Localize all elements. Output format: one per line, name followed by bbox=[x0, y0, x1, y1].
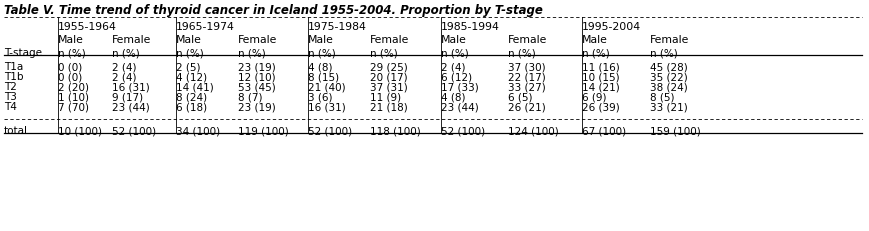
Text: Male: Male bbox=[441, 35, 467, 45]
Text: 124 (100): 124 (100) bbox=[507, 125, 558, 135]
Text: n (%): n (%) bbox=[308, 48, 335, 58]
Text: 26 (39): 26 (39) bbox=[581, 102, 619, 112]
Text: n (%): n (%) bbox=[441, 48, 468, 58]
Text: 119 (100): 119 (100) bbox=[238, 125, 289, 135]
Text: 4 (12): 4 (12) bbox=[176, 72, 207, 82]
Text: T4: T4 bbox=[4, 102, 17, 112]
Text: 2 (4): 2 (4) bbox=[112, 62, 136, 72]
Text: 1985-1994: 1985-1994 bbox=[441, 22, 500, 32]
Text: n (%): n (%) bbox=[58, 48, 86, 58]
Text: 3 (6): 3 (6) bbox=[308, 92, 332, 102]
Text: 16 (31): 16 (31) bbox=[112, 82, 149, 92]
Text: T1b: T1b bbox=[4, 72, 23, 82]
Text: 20 (17): 20 (17) bbox=[369, 72, 408, 82]
Text: 10 (100): 10 (100) bbox=[58, 125, 102, 135]
Text: 1955-1964: 1955-1964 bbox=[58, 22, 116, 32]
Text: 6 (12): 6 (12) bbox=[441, 72, 472, 82]
Text: Female: Female bbox=[507, 35, 547, 45]
Text: Male: Male bbox=[176, 35, 202, 45]
Text: 9 (17): 9 (17) bbox=[112, 92, 143, 102]
Text: 53 (45): 53 (45) bbox=[238, 82, 275, 92]
Text: Female: Female bbox=[238, 35, 277, 45]
Text: 1995-2004: 1995-2004 bbox=[581, 22, 640, 32]
Text: Male: Male bbox=[581, 35, 607, 45]
Text: 2 (5): 2 (5) bbox=[176, 62, 200, 72]
Text: 45 (28): 45 (28) bbox=[649, 62, 687, 72]
Text: T-stage: T-stage bbox=[4, 48, 42, 58]
Text: 23 (44): 23 (44) bbox=[441, 102, 478, 112]
Text: 159 (100): 159 (100) bbox=[649, 125, 700, 135]
Text: 23 (44): 23 (44) bbox=[112, 102, 149, 112]
Text: 4 (8): 4 (8) bbox=[308, 62, 332, 72]
Text: 10 (15): 10 (15) bbox=[581, 72, 619, 82]
Text: Male: Male bbox=[58, 35, 83, 45]
Text: T2: T2 bbox=[4, 82, 17, 92]
Text: 0 (0): 0 (0) bbox=[58, 62, 83, 72]
Text: 2 (4): 2 (4) bbox=[112, 72, 136, 82]
Text: 2 (4): 2 (4) bbox=[441, 62, 465, 72]
Text: 37 (30): 37 (30) bbox=[507, 62, 545, 72]
Text: 34 (100): 34 (100) bbox=[176, 125, 220, 135]
Text: 8 (7): 8 (7) bbox=[238, 92, 262, 102]
Text: n (%): n (%) bbox=[507, 48, 535, 58]
Text: 17 (33): 17 (33) bbox=[441, 82, 478, 92]
Text: Table V. Time trend of thyroid cancer in Iceland 1955-2004. Proportion by T-stag: Table V. Time trend of thyroid cancer in… bbox=[4, 4, 542, 17]
Text: 21 (40): 21 (40) bbox=[308, 82, 345, 92]
Text: 33 (21): 33 (21) bbox=[649, 102, 687, 112]
Text: Female: Female bbox=[649, 35, 688, 45]
Text: 52 (100): 52 (100) bbox=[441, 125, 485, 135]
Text: n (%): n (%) bbox=[112, 48, 140, 58]
Text: 52 (100): 52 (100) bbox=[112, 125, 156, 135]
Text: 11 (9): 11 (9) bbox=[369, 92, 401, 102]
Text: 6 (5): 6 (5) bbox=[507, 92, 532, 102]
Text: 1965-1974: 1965-1974 bbox=[176, 22, 235, 32]
Text: 6 (9): 6 (9) bbox=[581, 92, 606, 102]
Text: 4 (8): 4 (8) bbox=[441, 92, 465, 102]
Text: 0 (0): 0 (0) bbox=[58, 72, 83, 82]
Text: 21 (18): 21 (18) bbox=[369, 102, 408, 112]
Text: 26 (21): 26 (21) bbox=[507, 102, 545, 112]
Text: 11 (16): 11 (16) bbox=[581, 62, 619, 72]
Text: 16 (31): 16 (31) bbox=[308, 102, 345, 112]
Text: 14 (41): 14 (41) bbox=[176, 82, 214, 92]
Text: 67 (100): 67 (100) bbox=[581, 125, 626, 135]
Text: 2 (20): 2 (20) bbox=[58, 82, 89, 92]
Text: 118 (100): 118 (100) bbox=[369, 125, 421, 135]
Text: 52 (100): 52 (100) bbox=[308, 125, 352, 135]
Text: 33 (27): 33 (27) bbox=[507, 82, 545, 92]
Text: 8 (24): 8 (24) bbox=[176, 92, 207, 102]
Text: n (%): n (%) bbox=[649, 48, 677, 58]
Text: 29 (25): 29 (25) bbox=[369, 62, 408, 72]
Text: 22 (17): 22 (17) bbox=[507, 72, 545, 82]
Text: total: total bbox=[4, 125, 28, 135]
Text: 37 (31): 37 (31) bbox=[369, 82, 408, 92]
Text: n (%): n (%) bbox=[581, 48, 609, 58]
Text: 38 (24): 38 (24) bbox=[649, 82, 687, 92]
Text: Male: Male bbox=[308, 35, 334, 45]
Text: n (%): n (%) bbox=[369, 48, 397, 58]
Text: 8 (5): 8 (5) bbox=[649, 92, 673, 102]
Text: 35 (22): 35 (22) bbox=[649, 72, 687, 82]
Text: Female: Female bbox=[369, 35, 409, 45]
Text: Female: Female bbox=[112, 35, 151, 45]
Text: 1 (10): 1 (10) bbox=[58, 92, 89, 102]
Text: 23 (19): 23 (19) bbox=[238, 102, 275, 112]
Text: 23 (19): 23 (19) bbox=[238, 62, 275, 72]
Text: 1975-1984: 1975-1984 bbox=[308, 22, 367, 32]
Text: 7 (70): 7 (70) bbox=[58, 102, 89, 112]
Text: 12 (10): 12 (10) bbox=[238, 72, 275, 82]
Text: 14 (21): 14 (21) bbox=[581, 82, 619, 92]
Text: n (%): n (%) bbox=[238, 48, 265, 58]
Text: 8 (15): 8 (15) bbox=[308, 72, 339, 82]
Text: T3: T3 bbox=[4, 92, 17, 102]
Text: 6 (18): 6 (18) bbox=[176, 102, 207, 112]
Text: n (%): n (%) bbox=[176, 48, 203, 58]
Text: T1a: T1a bbox=[4, 62, 23, 72]
